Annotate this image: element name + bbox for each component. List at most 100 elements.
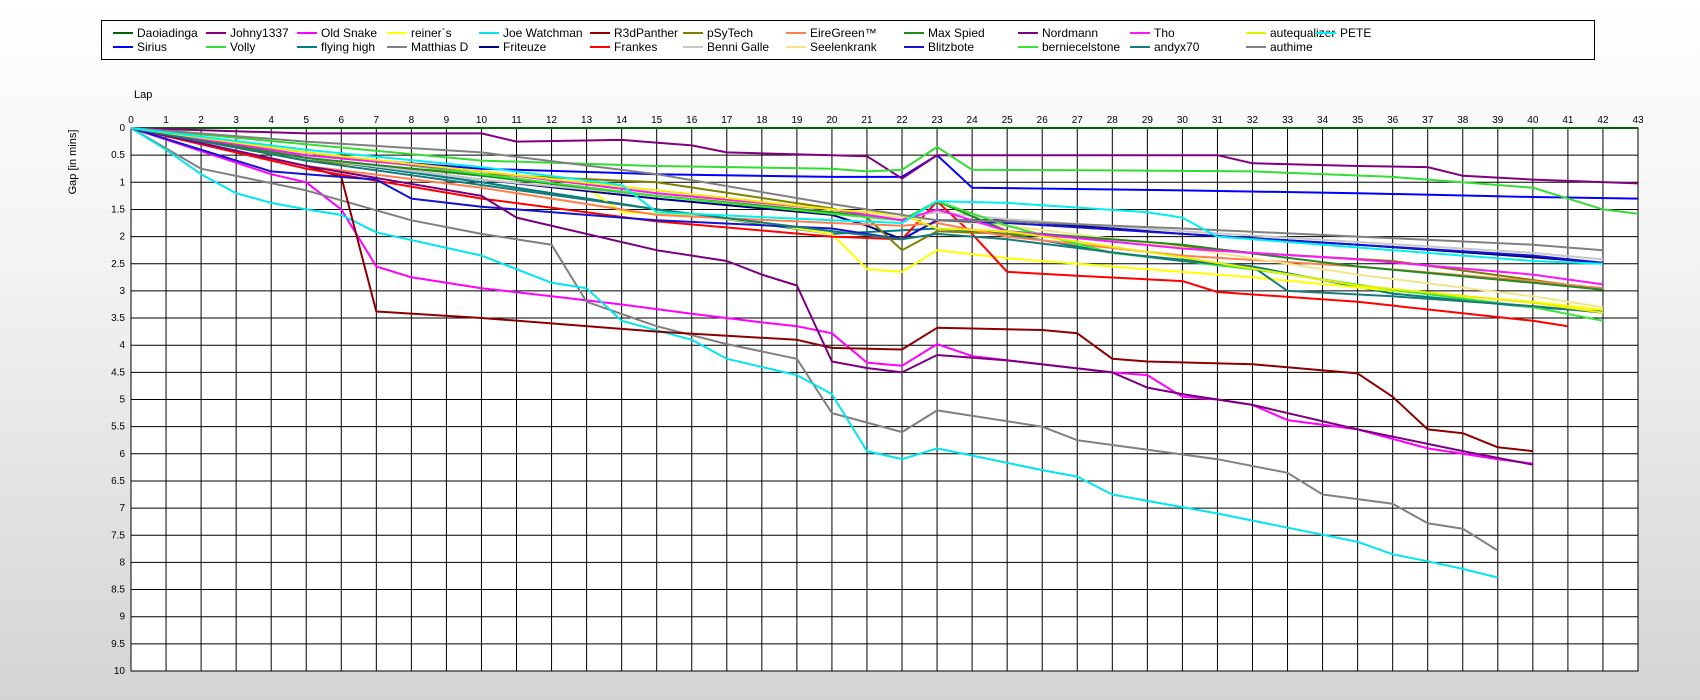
y-tick-label: 0 bbox=[119, 123, 125, 134]
y-axis-title: Gap [in mins] bbox=[67, 130, 79, 195]
x-tick-label: 18 bbox=[756, 115, 768, 126]
x-tick-label: 40 bbox=[1527, 115, 1539, 126]
x-tick-label: 11 bbox=[511, 115, 522, 126]
legend-swatch bbox=[1130, 32, 1150, 34]
x-tick-label: 41 bbox=[1562, 115, 1574, 126]
x-tick-label: 32 bbox=[1247, 115, 1259, 126]
legend-label: Daoiadinga bbox=[137, 26, 198, 40]
legend-swatch bbox=[387, 32, 407, 34]
legend-label: Old Snake bbox=[321, 26, 378, 40]
legend-swatch bbox=[1246, 32, 1266, 34]
x-tick-label: 34 bbox=[1317, 115, 1329, 126]
x-tick-label: 21 bbox=[861, 115, 873, 126]
legend-label: Matthias D bbox=[411, 40, 469, 54]
x-tick-label: 7 bbox=[374, 115, 380, 126]
legend-swatch bbox=[590, 46, 610, 48]
series-line-nordmann bbox=[130, 127, 1534, 466]
y-tick-label: 10 bbox=[114, 666, 126, 677]
x-axis-ticks: 0 1 2 3 4 5 6 7 8 9 10 11 12 13 14 15 16 17 18 19 20 21 22 23 24… bbox=[128, 115, 1644, 126]
legend-swatch bbox=[206, 46, 226, 48]
y-tick-label: 4.5 bbox=[111, 367, 125, 378]
x-tick-label: 14 bbox=[616, 115, 628, 126]
legend-label: Frankes bbox=[614, 40, 658, 54]
x-tick-label: 39 bbox=[1492, 115, 1504, 126]
y-tick-label: 8 bbox=[119, 557, 125, 568]
x-tick-label: 8 bbox=[409, 115, 415, 126]
legend-label: PETE bbox=[1340, 26, 1372, 40]
x-tick-label: 4 bbox=[268, 115, 274, 126]
legend-swatch bbox=[1018, 32, 1038, 34]
y-tick-label: 4 bbox=[119, 340, 125, 351]
legend-label: R3dPanther bbox=[614, 26, 679, 40]
legend-label: andyx70 bbox=[1154, 40, 1200, 54]
x-tick-label: 20 bbox=[826, 115, 838, 126]
y-tick-label: 9.5 bbox=[111, 639, 125, 650]
x-tick-label: 16 bbox=[686, 115, 698, 126]
x-tick-label: 38 bbox=[1457, 115, 1469, 126]
x-tick-label: 5 bbox=[303, 115, 309, 126]
y-tick-label: 7.5 bbox=[111, 530, 125, 541]
series-line-matthias-d bbox=[130, 127, 1499, 552]
legend-swatch bbox=[1130, 46, 1150, 48]
y-tick-label: 5 bbox=[119, 395, 125, 406]
series-line-joe-watchman bbox=[130, 127, 1499, 579]
x-tick-label: 37 bbox=[1422, 115, 1434, 126]
x-axis-title: Lap bbox=[134, 89, 152, 101]
x-tick-label: 1 bbox=[163, 115, 169, 126]
series-line-johny1337 bbox=[130, 127, 1639, 185]
legend-label: Blitzbote bbox=[928, 40, 975, 54]
legend-swatch bbox=[786, 46, 806, 48]
legend-label: authime bbox=[1270, 40, 1313, 54]
grid-lines bbox=[130, 127, 1639, 672]
legend-label: Friteuze bbox=[503, 40, 547, 54]
legend-label: Seelenkrank bbox=[810, 40, 877, 54]
x-tick-label: 23 bbox=[932, 115, 944, 126]
series-line-autequalizer bbox=[130, 127, 1604, 314]
series-line-old-snake bbox=[130, 127, 1534, 465]
y-tick-label: 3 bbox=[119, 286, 125, 297]
x-tick-label: 2 bbox=[198, 115, 204, 126]
legend-label: Sirius bbox=[137, 40, 168, 54]
y-tick-label: 7 bbox=[119, 503, 125, 514]
series-line-andyx70 bbox=[130, 127, 1604, 314]
series-layer bbox=[130, 127, 1639, 579]
series-line-authime bbox=[130, 127, 1604, 252]
legend-swatch bbox=[479, 32, 499, 34]
x-tick-label: 35 bbox=[1352, 115, 1364, 126]
x-tick-label: 42 bbox=[1597, 115, 1609, 126]
y-tick-label: 9 bbox=[119, 612, 125, 623]
legend-swatch bbox=[297, 32, 317, 34]
y-tick-label: 2.5 bbox=[111, 259, 125, 270]
y-tick-label: 3.5 bbox=[111, 313, 125, 324]
x-tick-label: 19 bbox=[791, 115, 803, 126]
legend-swatch bbox=[1316, 32, 1336, 34]
x-tick-label: 28 bbox=[1107, 115, 1119, 126]
legend-label: Johny1337 bbox=[230, 26, 289, 40]
y-tick-label: 2 bbox=[119, 232, 125, 243]
x-tick-label: 31 bbox=[1212, 115, 1224, 126]
legend-swatch bbox=[206, 32, 226, 34]
legend-swatch bbox=[297, 46, 317, 48]
series-line-blitzbote bbox=[130, 127, 1604, 264]
x-tick-label: 13 bbox=[581, 115, 593, 126]
legend-label: berniecelstone bbox=[1042, 40, 1121, 54]
y-tick-label: 0.5 bbox=[111, 150, 125, 161]
chart-legend: Daoiadinga Sirius Johny1337 Volly Old Snake f… bbox=[101, 20, 1595, 60]
legend-swatch bbox=[113, 46, 133, 48]
legend-swatch bbox=[113, 32, 133, 34]
series-line-frankes bbox=[130, 127, 1569, 328]
y-tick-label: 6.5 bbox=[111, 476, 125, 487]
series-line-r3dpanther bbox=[130, 127, 1534, 453]
legend-swatch bbox=[904, 32, 924, 34]
legend-swatch bbox=[683, 32, 703, 34]
legend-label: reiner`s bbox=[411, 26, 452, 40]
y-tick-label: 6 bbox=[119, 449, 125, 460]
legend-label: EireGreen™ bbox=[810, 26, 877, 40]
legend-label: Benni Galle bbox=[707, 40, 770, 54]
legend-swatch bbox=[479, 46, 499, 48]
legend-label: Max Spied bbox=[928, 26, 985, 40]
series-line-flying-high bbox=[130, 127, 1604, 313]
x-tick-label: 26 bbox=[1037, 115, 1049, 126]
legend-label: autequalizer bbox=[1270, 26, 1336, 40]
x-tick-label: 36 bbox=[1387, 115, 1399, 126]
